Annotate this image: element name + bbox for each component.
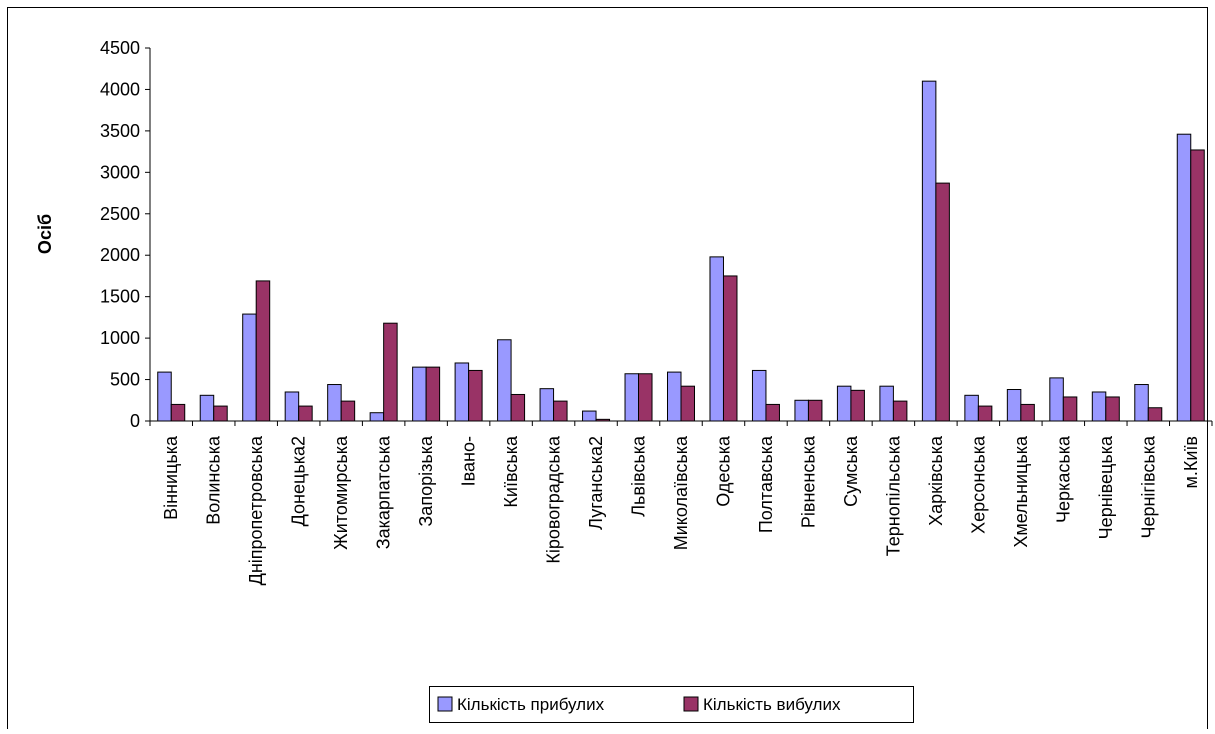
x-axis: Вінницька Волинська Дніпропетровська Донець… [149,420,1213,585]
bar-arrivals [497,339,512,422]
bar-arrivals [539,388,555,422]
x-tick-label: Одеська [713,435,733,507]
bar-departures [213,405,228,422]
x-tick-label: Тернопільська [883,435,903,556]
bar-departures [1020,403,1035,422]
x-tick-label: Миколаївська [671,435,691,550]
bar-departures [1105,396,1120,422]
bar-departures [1062,396,1078,422]
y-tick-label: 4000 [100,79,140,99]
bar-arrivals [157,371,172,422]
x-tick-label: Кіровоградська [544,435,564,564]
bar-arrivals [709,256,724,422]
y-tick-label: 1000 [100,328,140,348]
bar-arrivals [921,80,937,422]
bar-departures [850,389,865,422]
x-tick-label: Сумська [841,435,861,507]
legend-label-arrivals: Кількість прибулих [457,695,605,714]
y-tick-label: 0 [130,411,140,431]
bar-arrivals [1049,377,1064,422]
y-tick-label: 2500 [100,204,140,224]
bar-arrivals [751,369,767,422]
x-tick-label: Львівська [629,435,649,517]
legend-box [429,686,914,723]
x-tick-label: Луганська2 [586,436,606,530]
x-tick-label: Хмельницька [1011,435,1031,548]
bar-arrivals [1176,133,1192,422]
bar-arrivals [836,385,852,422]
y-tick-label: 4500 [100,38,140,58]
bar-departures [298,405,313,422]
bar-arrivals [199,394,215,422]
bar-departures [1147,407,1163,422]
chart-border [7,7,1208,734]
bar-departures [765,403,780,422]
x-tick-label: м.Київ [1181,436,1201,488]
y-tick-label: 3500 [100,121,140,141]
bar-departures [468,369,483,422]
bar-departures [638,373,653,422]
x-tick-label: Запорізька [416,435,436,527]
bar-arrivals [794,399,809,422]
y-axis-label: Осіб [35,214,55,254]
bars [157,80,1205,422]
bar-arrivals [964,394,979,422]
bar-arrivals [1134,384,1149,422]
bar-departures [170,403,186,422]
bar-departures [510,393,526,422]
bar-departures [807,399,823,422]
bar-departures [383,322,398,422]
bar-arrivals [284,391,300,422]
bar-departures [553,400,568,422]
x-tick-label: Чернівецька [1096,435,1116,539]
bar-departures [680,385,695,422]
x-tick-label: Житомирська [331,435,351,550]
bar-departures [892,400,908,422]
bar-arrivals [412,366,427,422]
bar-arrivals [1006,389,1022,422]
y-tick-label: 1500 [100,287,140,307]
bar-departures [425,366,441,422]
legend-label-departures: Кількість вибулих [703,695,841,714]
x-tick-label: Закарпатська [374,435,394,549]
bar-arrivals [582,410,597,422]
bar-arrivals [454,362,470,422]
x-tick-label: Київська [501,435,521,508]
x-tick-label: Рівненська [798,435,818,528]
x-tick-label: Черкаська [1053,435,1073,523]
bar-arrivals [624,373,640,422]
y-tick-label: 3000 [100,162,140,182]
bar-arrivals [369,412,385,422]
legend-swatch-arrivals [437,696,453,712]
y-tick-label: 500 [110,370,140,390]
x-tick-label: Волинська [204,435,224,525]
bar-arrivals [879,385,894,422]
x-tick-label: Чернігівська [1138,435,1158,539]
x-tick-label: Харківська [926,435,946,526]
x-tick-label: Дніпропетровська [246,435,266,585]
x-tick-label: Полтавська [756,435,776,533]
legend: Кількість прибулих Кількість вибулих [429,686,914,723]
bar-arrivals [242,313,257,422]
bar-departures [255,280,271,422]
bar-departures [722,275,738,422]
bar-departures [1190,149,1205,422]
x-tick-label: Херсонська [968,435,988,534]
x-tick-label: Вінницька [161,435,181,520]
y-axis: 0 500 1000 1500 2000 2500 3000 3500 4000 4500 [100,38,151,431]
bar-arrivals [327,384,342,422]
x-tick-label: Донецька2 [289,436,309,526]
x-tick-label: Івано- [459,436,479,486]
bar-arrivals [667,371,682,422]
legend-swatch-departures [683,696,699,712]
bar-departures [977,405,993,422]
bar-arrivals [1091,391,1107,422]
bar-departures [340,400,356,422]
bar-departures [935,182,950,422]
y-tick-label: 2000 [100,245,140,265]
